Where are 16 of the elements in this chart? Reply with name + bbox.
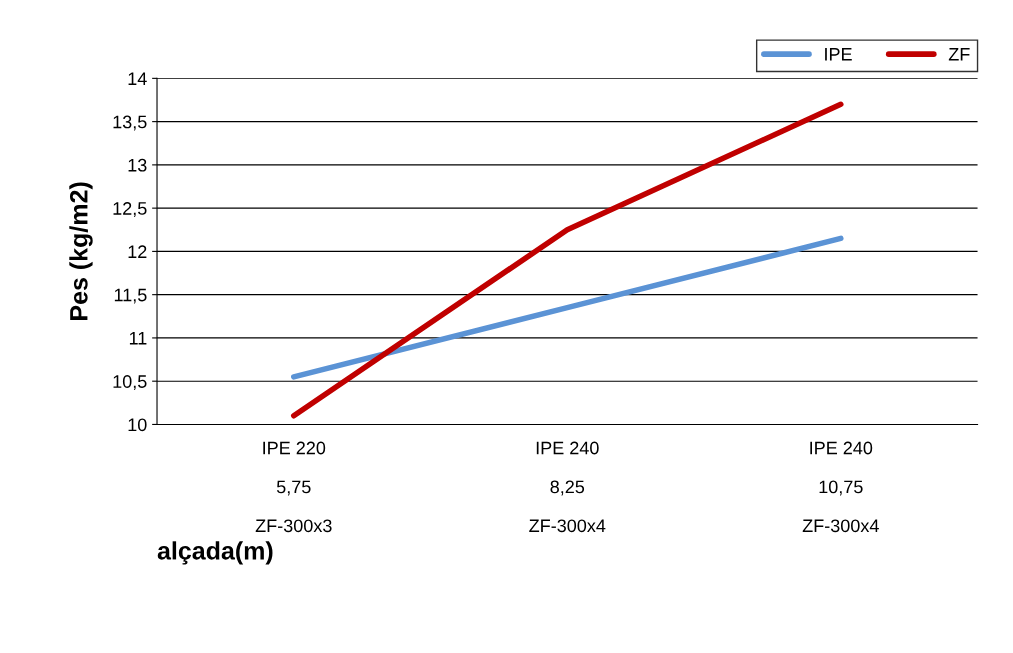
y-tick-label: 11,5 [114, 288, 147, 304]
y-axis-title: Pes (kg/m2) [69, 182, 93, 320]
category-label: IPE 220 5,75 ZF-300x3 [255, 441, 332, 533]
legend-label: ZF [948, 48, 970, 61]
y-tick-label: 12,5 [113, 202, 147, 217]
legend-label: IPE [825, 48, 852, 61]
x-axis-title: alçada(m) [157, 541, 273, 565]
category-label: IPE 240 8,25 ZF-300x4 [529, 441, 606, 533]
y-tick-label: 13,5 [113, 115, 147, 131]
y-tick-label: 11 [129, 332, 147, 345]
y-tick-label: 14 [128, 72, 147, 85]
y-tick-label: 10,5 [113, 375, 147, 391]
y-tick-label: 12 [128, 245, 147, 258]
y-tick-label: 10 [128, 418, 147, 432]
y-tick-label: 13 [128, 158, 147, 172]
category-label: IPE 240 10,75 ZF-300x4 [802, 441, 879, 533]
